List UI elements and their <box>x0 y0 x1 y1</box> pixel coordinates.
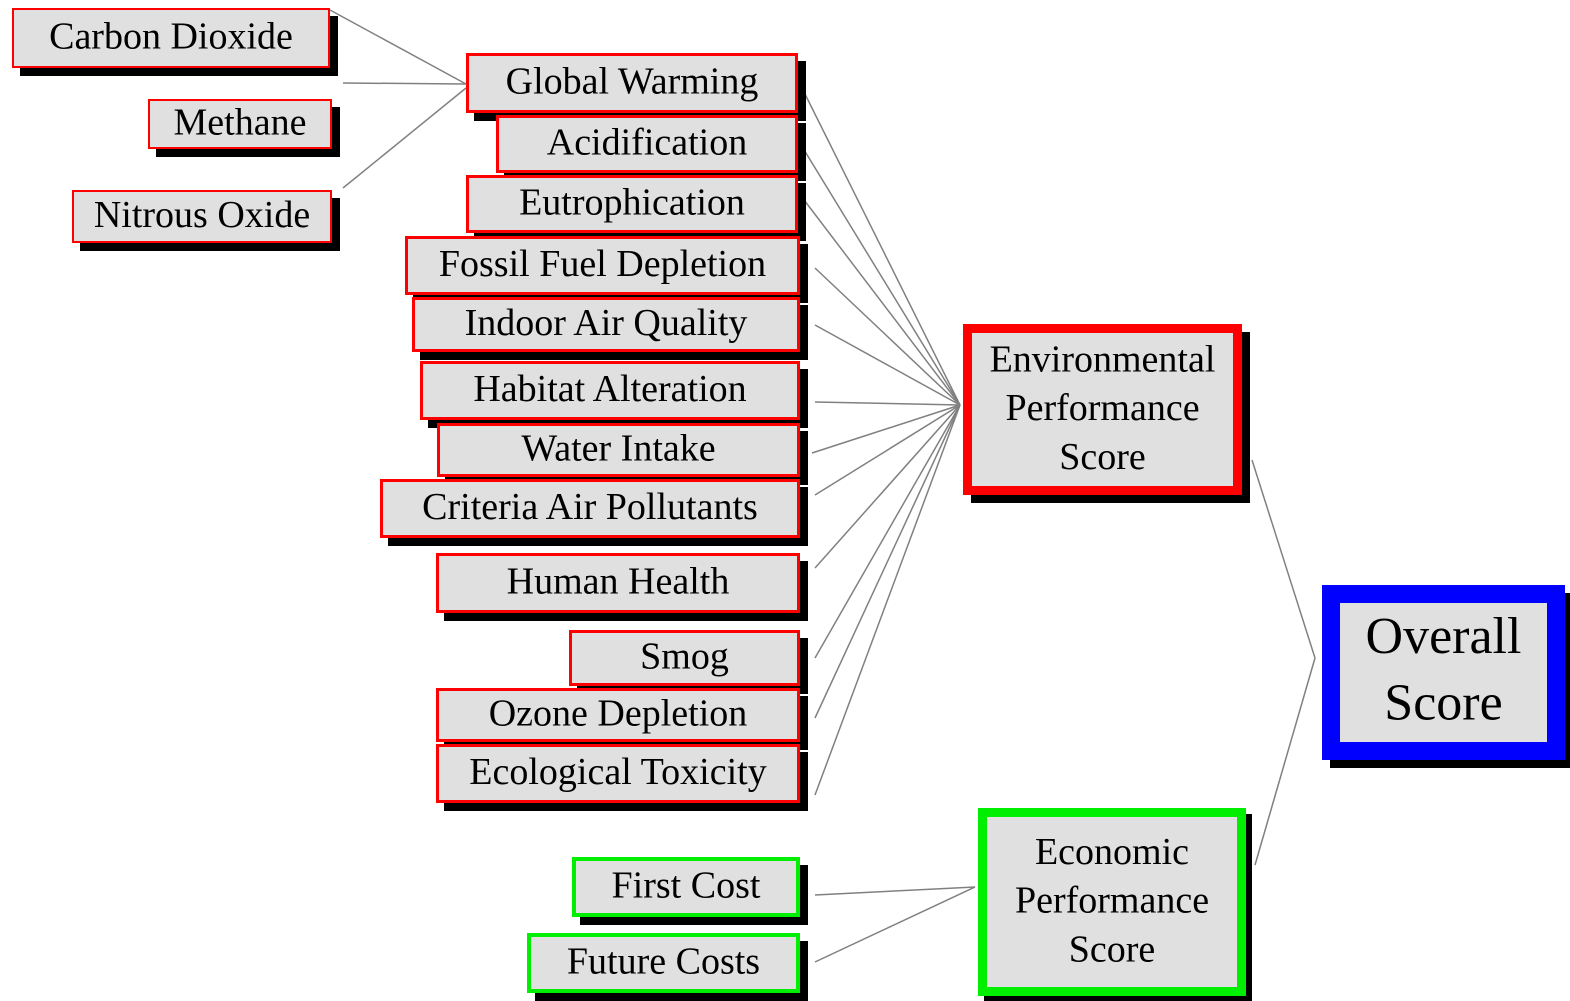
node-label: Criteria Air Pollutants <box>422 486 758 528</box>
node-box: Carbon Dioxide <box>12 8 338 76</box>
node-label: Score <box>1069 928 1156 970</box>
node-box: Environmental Performance Score <box>963 324 1250 503</box>
box <box>436 688 800 742</box>
connector <box>814 324 961 406</box>
connector <box>814 404 961 496</box>
connector <box>814 404 961 719</box>
node-box: Water Intake <box>437 423 808 485</box>
node-label: Fossil Fuel Depletion <box>439 243 766 285</box>
box <box>405 236 800 295</box>
node-box: Nitrous Oxide <box>72 190 340 251</box>
connector <box>1251 459 1316 659</box>
node-label: Smog <box>640 636 729 678</box>
node-box: Human Health <box>436 553 808 621</box>
node-box: Smog <box>569 630 808 694</box>
connector <box>342 82 467 85</box>
connector <box>1254 657 1316 866</box>
node-box: Economic Performance Score <box>978 808 1252 1001</box>
box <box>148 99 332 149</box>
box <box>12 8 330 68</box>
node-label: Economic <box>1035 831 1189 873</box>
box <box>412 297 800 352</box>
node-box: Criteria Air Pollutants <box>380 479 808 546</box>
node-box: Acidification <box>496 115 806 181</box>
node-label: Eutrophication <box>519 182 745 224</box>
node-label: Acidification <box>547 122 747 164</box>
connectors <box>329 9 1316 963</box>
node-label: Global Warming <box>506 61 759 103</box>
box <box>963 324 1242 495</box>
node-label: Environmental <box>990 339 1216 381</box>
node-label: Water Intake <box>521 428 715 470</box>
connector <box>814 404 961 569</box>
box <box>572 857 800 917</box>
box <box>527 933 800 993</box>
node-label: Methane <box>174 102 307 144</box>
node-box: Ecological Toxicity <box>436 744 808 811</box>
node-label: Carbon Dioxide <box>49 16 293 58</box>
node-box: Global Warming <box>466 53 806 121</box>
node-label: Performance <box>1005 387 1199 429</box>
connector <box>814 886 976 963</box>
box <box>466 53 798 113</box>
node-label: Nitrous Oxide <box>94 194 310 236</box>
connector <box>814 267 961 406</box>
node-box: Future Costs <box>527 933 808 1001</box>
connector <box>797 139 961 406</box>
connector <box>342 87 467 189</box>
node-label: Overall <box>1366 608 1522 665</box>
box <box>437 423 800 477</box>
box <box>436 553 800 613</box>
box <box>380 479 800 538</box>
node-label: First Cost <box>612 865 761 907</box>
node-label: Human Health <box>507 561 730 603</box>
node-box: Habitat Alteration <box>420 361 808 428</box>
connector <box>814 886 976 896</box>
connector <box>329 9 467 85</box>
node-label: Score <box>1384 675 1502 732</box>
connector <box>814 404 961 659</box>
box <box>466 175 798 233</box>
connector <box>797 191 961 406</box>
node-label: Habitat Alteration <box>473 368 746 410</box>
box <box>1322 585 1565 760</box>
box <box>496 115 798 173</box>
node-box: First Cost <box>572 857 808 925</box>
box <box>436 744 800 803</box>
node-box: Eutrophication <box>466 175 806 241</box>
connector <box>797 79 961 406</box>
node-box: Methane <box>148 99 340 157</box>
node-box: Fossil Fuel Depletion <box>405 236 808 303</box>
connector <box>811 404 961 454</box>
box <box>978 808 1246 996</box>
box <box>420 361 800 420</box>
node-box: Indoor Air Quality <box>412 297 808 360</box>
node-label: Ecological Toxicity <box>469 751 766 793</box>
connector <box>814 404 961 796</box>
connector <box>814 401 961 406</box>
box <box>569 630 800 686</box>
node-box: Ozone Depletion <box>436 688 808 750</box>
node-label: Future Costs <box>567 941 760 983</box>
box <box>72 190 332 243</box>
node-label: Performance <box>1015 880 1209 922</box>
node-label: Score <box>1059 436 1146 478</box>
node-box: Overall Score <box>1322 585 1570 768</box>
node-label: Ozone Depletion <box>489 693 748 735</box>
node-label: Indoor Air Quality <box>465 302 748 344</box>
